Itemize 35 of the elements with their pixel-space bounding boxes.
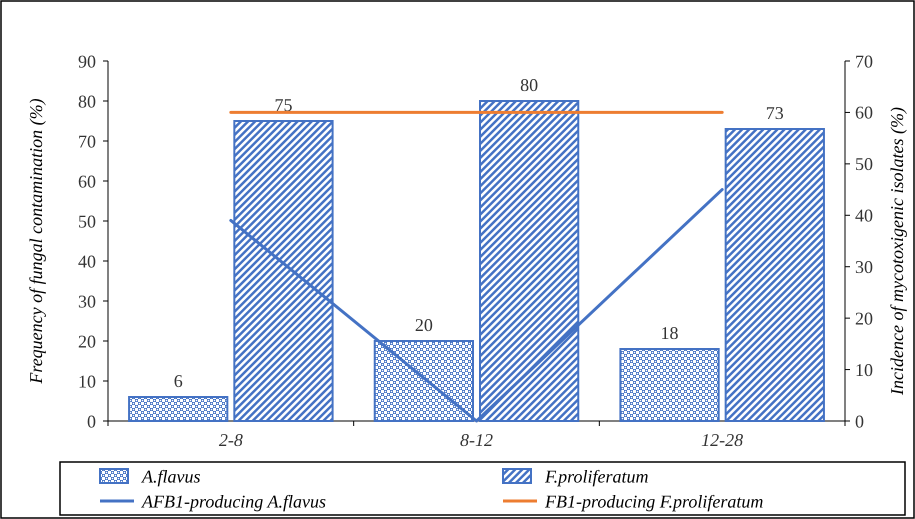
y-tick-label: 40	[78, 251, 96, 272]
legend-label: F.proliferatum	[544, 466, 649, 486]
x-tick-label: 8-12	[460, 430, 493, 450]
data-label: 75	[274, 95, 292, 115]
data-label: 80	[520, 75, 538, 95]
y-tick-label: 20	[78, 331, 96, 352]
data-label: 20	[414, 315, 433, 335]
y-tick-label: 60	[78, 171, 96, 192]
y-tick-label: 30	[78, 291, 96, 312]
y2-tick-label: 60	[855, 102, 873, 123]
data-label: 73	[766, 103, 784, 123]
legend-label: A.flavus	[141, 466, 200, 486]
y2-tick-label: 70	[855, 51, 873, 72]
y2-tick-label: 50	[855, 154, 873, 174]
legend-label: AFB1-producing A.flavus	[141, 491, 326, 512]
x-tick-label: 2-8	[218, 430, 243, 450]
y-axis-title: Frequency of fungal contamination (%)	[26, 98, 46, 385]
legend-label: FB1-producing F.proliferatum	[544, 491, 764, 512]
bar	[128, 396, 228, 422]
y2-tick-label: 0	[855, 411, 864, 432]
x-tick-label: 12-28	[701, 430, 744, 450]
y2-tick-label: 20	[855, 308, 873, 328]
y-tick-label: 10	[78, 371, 96, 392]
y-tick-label: 70	[78, 131, 96, 152]
y2-tick-label: 30	[855, 257, 873, 278]
y-tick-label: 90	[78, 51, 96, 72]
y-tick-label: 0	[87, 411, 96, 432]
data-label: 18	[660, 323, 679, 343]
y2-axis-title: Incidence of mycotoxigenic isolates (%)	[887, 107, 907, 396]
data-label: 6	[174, 371, 183, 391]
y-tick-label: 50	[78, 211, 96, 232]
y2-tick-label: 40	[855, 206, 873, 226]
y-tick-label: 80	[78, 91, 96, 112]
y2-tick-label: 10	[855, 360, 873, 380]
bar	[619, 348, 720, 422]
